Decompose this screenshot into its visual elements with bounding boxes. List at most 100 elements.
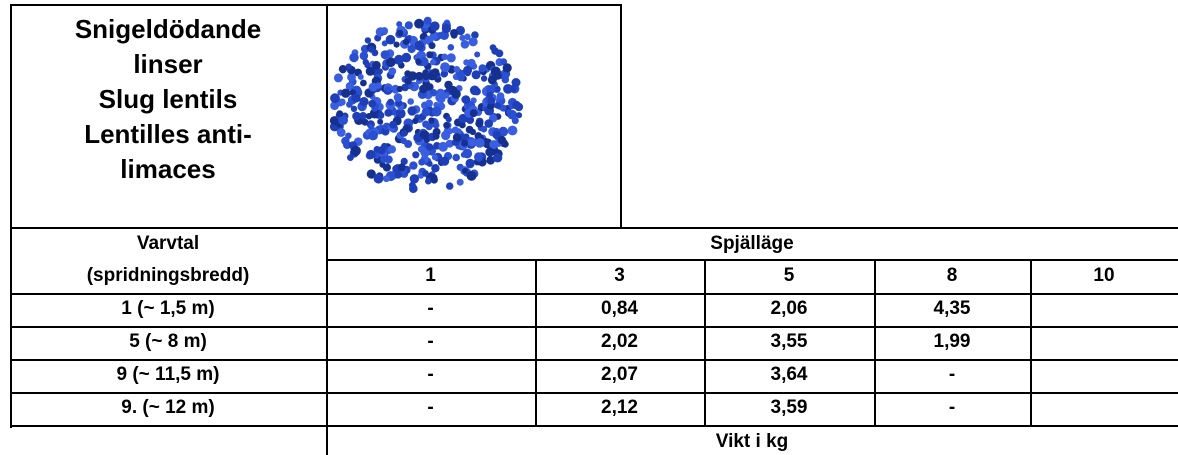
pellet [422,170,429,177]
pellet [454,66,460,72]
pellet [407,98,414,105]
column-label: 3 [535,260,704,292]
pellet [381,27,388,34]
pellet [487,92,493,98]
pellet [337,128,346,137]
column-header: Spjälläge [326,228,1178,260]
row-label: 1 (~ 1,5 m) [10,293,326,325]
pellet [409,184,418,193]
cell: 2,12 [535,392,704,424]
pellet [427,71,437,81]
pellet [440,62,450,72]
pellet [418,159,425,166]
pellet [516,112,522,118]
pellet [415,58,421,64]
pellet [452,154,460,162]
pellet [484,119,493,128]
cell: 2,06 [704,293,874,325]
pellet [358,74,364,80]
pellet [349,53,358,62]
pellet [496,50,504,58]
pellet [435,94,442,101]
pellet [420,130,429,139]
column-label: 8 [874,260,1030,292]
pellet [430,21,440,31]
pellet [397,86,403,92]
pellet [457,179,464,186]
pellet [443,92,449,98]
cell: 3,59 [704,392,874,424]
border [620,4,622,228]
pellet [430,59,436,65]
pellet [466,159,475,168]
pellet [462,95,471,104]
pellet [463,66,472,75]
cell: 3,55 [704,326,874,358]
pellet [395,171,402,178]
pellet [469,37,478,46]
title-line: Slug lentils [10,82,326,117]
title-line: limaces [10,152,326,187]
pellet [446,116,452,122]
pellet [368,100,376,108]
pellet [360,80,367,87]
column-label: 1 [326,260,535,292]
pellet [462,168,468,174]
pellet [374,174,384,184]
pellet [412,118,418,124]
pellet [490,44,497,51]
pellet [500,105,507,112]
pellet [474,152,483,161]
row-label: 9. (~ 12 m) [10,392,326,424]
pellet [394,93,403,102]
pellet [431,176,438,183]
cell: 3,64 [704,359,874,391]
column-label: 10 [1030,260,1178,292]
pellet [414,41,424,51]
pellet [475,138,485,148]
pellet [386,35,396,45]
pellet [398,163,406,171]
pellet [512,78,521,87]
pellet [366,113,372,119]
pellet [401,138,407,144]
row-header: Varvtal [10,228,326,260]
pellet [377,112,384,119]
pellet [366,150,375,159]
pellet [380,156,387,163]
pellet [339,65,347,73]
pellet [351,146,361,156]
pellet [446,182,453,189]
pellet [407,45,415,53]
row-label: 9 (~ 11,5 m) [10,359,326,391]
pellet [433,128,441,136]
pellet [407,106,416,115]
pellet [384,109,392,117]
title-line: Snigeldödande [10,12,326,47]
pellet [386,57,396,67]
pellet [497,92,505,100]
pellet [479,64,487,72]
product-image [330,10,615,222]
pellet [467,171,477,181]
cell: - [326,392,535,424]
pellet [336,110,343,117]
pellet [441,131,450,140]
pellet [498,136,506,144]
pellet [409,161,417,169]
pellet [396,30,403,37]
pellet [508,126,518,136]
pellet [503,63,512,72]
pellet [359,97,368,106]
pellet [441,54,448,61]
pellet [414,19,424,29]
pellet [366,67,375,76]
pellet [493,153,502,162]
pellet [447,53,456,62]
pellet [424,17,432,25]
pellet [440,157,449,166]
pellet [425,100,433,108]
pellet [429,42,436,49]
pellet [451,89,460,98]
pellet [345,133,352,140]
